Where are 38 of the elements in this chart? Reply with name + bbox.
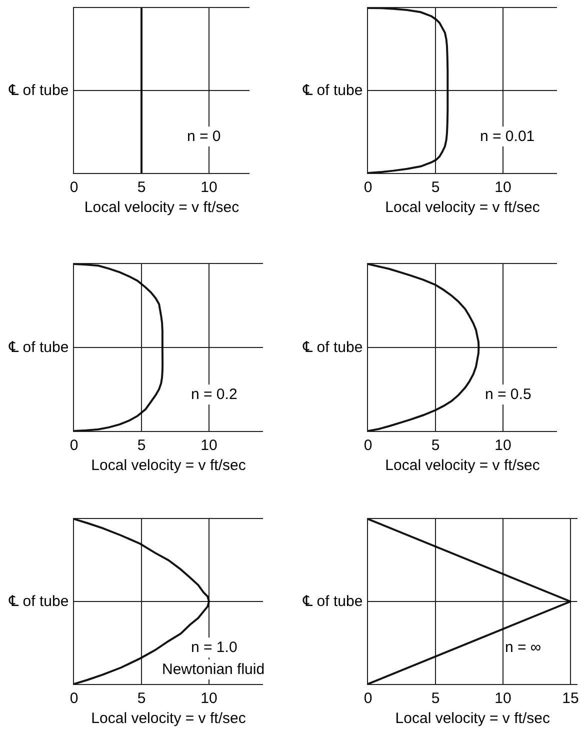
x-tick-label: 10 xyxy=(200,437,218,454)
x-axis-title: Local velocity = v ft/sec xyxy=(385,199,540,216)
series-label: n = 0.2 xyxy=(191,386,238,403)
ref-line-label: ℄ of tube xyxy=(8,82,69,99)
series-label: n = 1.0 xyxy=(191,639,238,656)
annotation: Newtonian fluid xyxy=(162,661,265,678)
x-tick-label: 0 xyxy=(364,437,372,454)
x-tick-label: 0 xyxy=(70,690,78,707)
x-tick-label: 5 xyxy=(137,179,146,196)
x-tick-label: 0 xyxy=(70,179,78,196)
x-tick-label: 5 xyxy=(137,690,146,707)
x-axis-title: Local velocity = v ft/sec xyxy=(395,710,550,727)
x-tick-label: 5 xyxy=(431,437,440,454)
x-tick-label: 5 xyxy=(137,437,146,454)
x-tick-label: 5 xyxy=(431,690,440,707)
ref-line-label: ℄ of tube xyxy=(302,593,363,610)
x-tick-label: 10 xyxy=(494,690,512,707)
ref-line-label: ℄ of tube xyxy=(302,339,363,356)
x-tick-label: 10 xyxy=(200,690,218,707)
x-tick-label: 15 xyxy=(562,690,579,707)
x-axis-title: Local velocity = v ft/sec xyxy=(385,457,540,474)
ref-line-label: ℄ of tube xyxy=(302,82,363,99)
ref-line-label: ℄ of tube xyxy=(8,593,69,610)
text: n = 0.01 xyxy=(480,128,535,145)
x-tick-label: 0 xyxy=(70,437,78,454)
x-tick-label: 0 xyxy=(364,179,372,196)
series-label: n = 0.5 xyxy=(485,386,532,403)
series-label: n = ∞ xyxy=(505,639,542,656)
x-tick-label: 10 xyxy=(494,437,512,454)
x-axis-title: Local velocity = v ft/sec xyxy=(84,199,240,216)
x-tick-label: 10 xyxy=(494,179,512,196)
ref-line-label: ℄ of tube xyxy=(8,339,69,356)
x-tick-label: 5 xyxy=(431,179,440,196)
x-tick-label: 0 xyxy=(364,690,372,707)
x-tick-label: 10 xyxy=(200,179,218,196)
text: n = 0 xyxy=(187,128,221,145)
x-axis-title: Local velocity = v ft/sec xyxy=(91,457,246,474)
x-axis-title: Local velocity = v ft/sec xyxy=(91,710,246,727)
